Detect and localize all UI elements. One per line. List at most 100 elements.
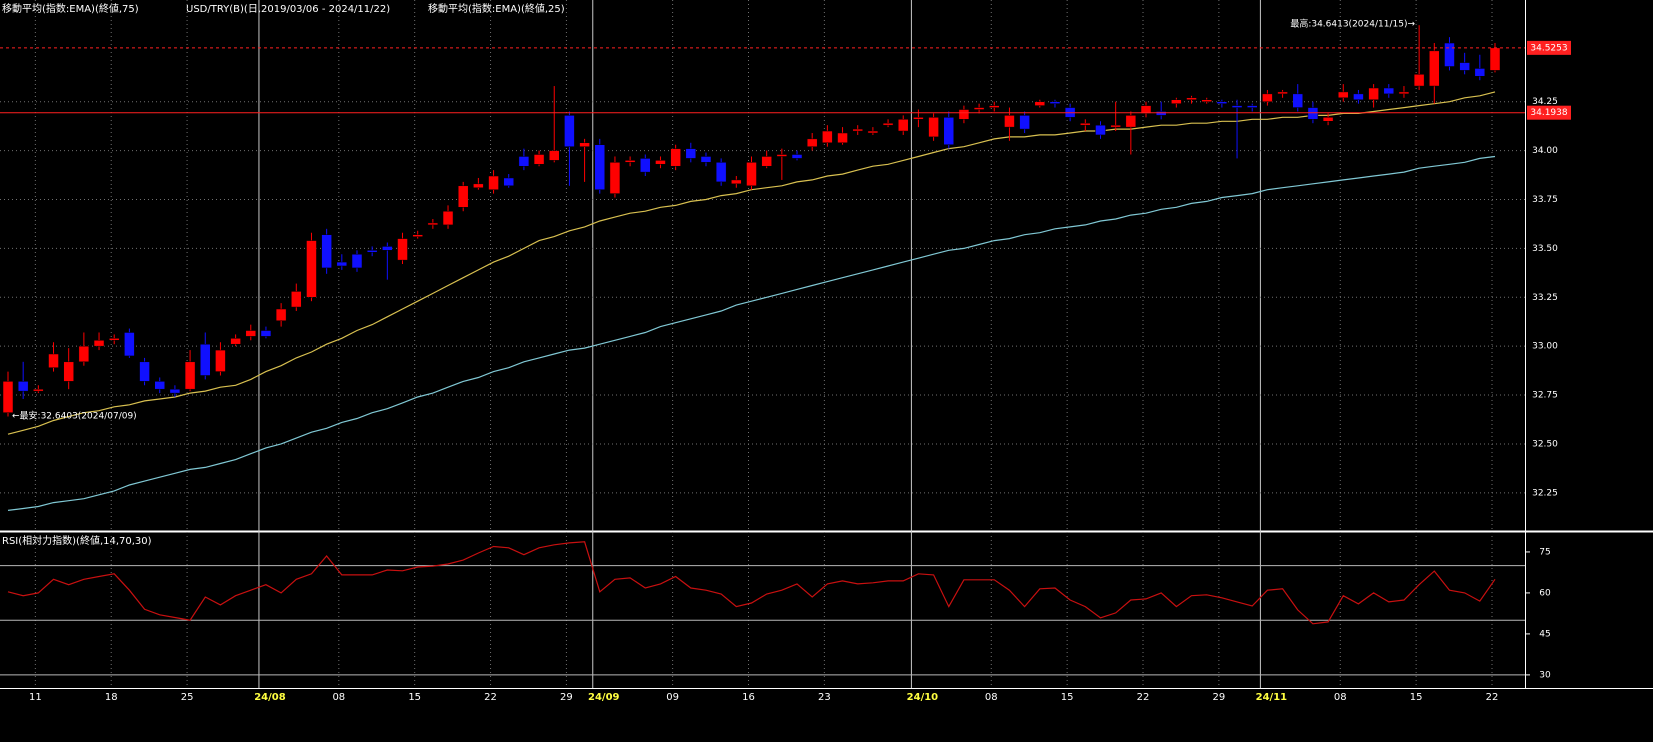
- candle-body: [93, 340, 105, 347]
- candle-body: [624, 160, 636, 163]
- legend-ema75: 移動平均(指数:EMA)(終値,75): [2, 2, 139, 15]
- x-tick-label: 29: [1213, 692, 1226, 703]
- candle-body: [1155, 111, 1167, 116]
- x-tick-label: 29: [560, 692, 573, 703]
- y-tick-label: 33.00: [1532, 342, 1558, 352]
- candle-body: [1125, 115, 1137, 128]
- rsi-line: [7, 541, 1496, 625]
- candle-body: [1262, 93, 1273, 102]
- candle-body: [321, 234, 332, 269]
- candle-body: [761, 156, 772, 167]
- candle-body: [594, 144, 606, 190]
- y-tick-label: 75: [1539, 547, 1550, 557]
- candle-body: [63, 361, 74, 382]
- candle-body: [457, 185, 469, 208]
- candle-body: [488, 175, 499, 190]
- candle-body: [1186, 97, 1197, 100]
- candle-body: [1080, 122, 1091, 126]
- candle-body: [1489, 47, 1501, 71]
- candle-body: [609, 162, 621, 194]
- candle-body: [124, 332, 135, 357]
- candle-body: [806, 138, 818, 147]
- candle-body: [412, 234, 423, 237]
- candle-body: [48, 353, 59, 368]
- annotation: ←最安:32.6403(2024/07/09): [12, 410, 137, 422]
- y-tick-label: 60: [1539, 588, 1551, 598]
- candle-body: [1322, 117, 1334, 122]
- x-tick-label: 24/10: [907, 692, 939, 703]
- candle-body: [230, 338, 241, 345]
- x-tick-label: 23: [818, 692, 831, 703]
- candle-body: [685, 148, 697, 159]
- candle-body: [1004, 115, 1015, 128]
- y-tick-label: 45: [1539, 629, 1550, 639]
- candle-body: [154, 381, 165, 390]
- candle-body: [351, 253, 363, 269]
- candle-body: [2, 381, 14, 413]
- x-tick-label: 15: [1061, 692, 1074, 703]
- candle-body: [867, 130, 879, 134]
- candle-body: [670, 148, 681, 167]
- candle-body: [1353, 93, 1364, 100]
- candle-body: [215, 349, 226, 372]
- candle-body: [275, 308, 287, 321]
- candle-body: [700, 156, 712, 163]
- candle-body: [473, 183, 484, 188]
- x-tick-label: 24/11: [1256, 692, 1288, 703]
- candle-body: [1307, 107, 1319, 120]
- candle-body: [1034, 101, 1046, 106]
- candle-body: [897, 119, 909, 132]
- candle-body: [640, 158, 651, 173]
- candle-body: [139, 361, 150, 382]
- candle-body: [200, 343, 211, 376]
- x-tick-label: 24/09: [588, 692, 620, 703]
- annotation: 最高:34.6413(2024/11/15)→: [1290, 18, 1415, 30]
- price-label: 34.5253: [1530, 43, 1567, 53]
- candle-body: [1429, 50, 1440, 87]
- candle-body: [928, 117, 939, 138]
- candle-body: [306, 240, 317, 298]
- candle-body: [1231, 105, 1243, 108]
- x-tick-label: 22: [1486, 692, 1499, 703]
- price-label-box: [1527, 40, 1571, 55]
- candle-body: [1019, 115, 1030, 130]
- candle-body: [382, 246, 393, 251]
- price-label: 34.1938: [1530, 108, 1567, 118]
- candle-body: [1110, 124, 1121, 128]
- y-tick-label: 34.25: [1532, 97, 1558, 107]
- candle-body: [1398, 91, 1410, 95]
- candle-body: [1171, 99, 1182, 104]
- candle-body: [1413, 74, 1425, 87]
- candle-body: [291, 291, 302, 308]
- candle-body: [169, 388, 181, 394]
- candle-body: [1216, 101, 1228, 104]
- candle-body: [548, 150, 560, 161]
- candle-body: [1246, 105, 1258, 108]
- y-tick-label: 32.75: [1532, 391, 1558, 401]
- chart-title: USD/TRY(B)(日,2019/03/06 - 2024/11/22): [186, 4, 390, 15]
- candle-body: [1444, 42, 1455, 67]
- candle-body: [184, 361, 196, 390]
- candle-body: [958, 109, 970, 120]
- candle-body: [943, 117, 955, 145]
- x-tick-label: 18: [105, 692, 118, 703]
- y-tick-label: 33.75: [1532, 195, 1558, 205]
- x-tick-label: 22: [484, 692, 497, 703]
- candle-body: [1095, 124, 1106, 136]
- candle-body: [397, 238, 408, 261]
- x-tick-label: 16: [742, 692, 755, 703]
- candle-body: [1277, 91, 1288, 95]
- candle-body: [442, 210, 454, 226]
- x-tick-label: 09: [666, 692, 679, 703]
- ema-line: [7, 155, 1496, 511]
- candle-body: [973, 107, 985, 110]
- candle-body: [245, 330, 257, 337]
- x-tick-label: 22: [1137, 692, 1150, 703]
- candle-body: [33, 388, 44, 392]
- candle-body: [1049, 101, 1061, 104]
- y-tick-label: 33.50: [1532, 244, 1558, 254]
- candle-body: [852, 128, 863, 132]
- candle-body: [1459, 62, 1470, 71]
- candle-body: [579, 142, 590, 147]
